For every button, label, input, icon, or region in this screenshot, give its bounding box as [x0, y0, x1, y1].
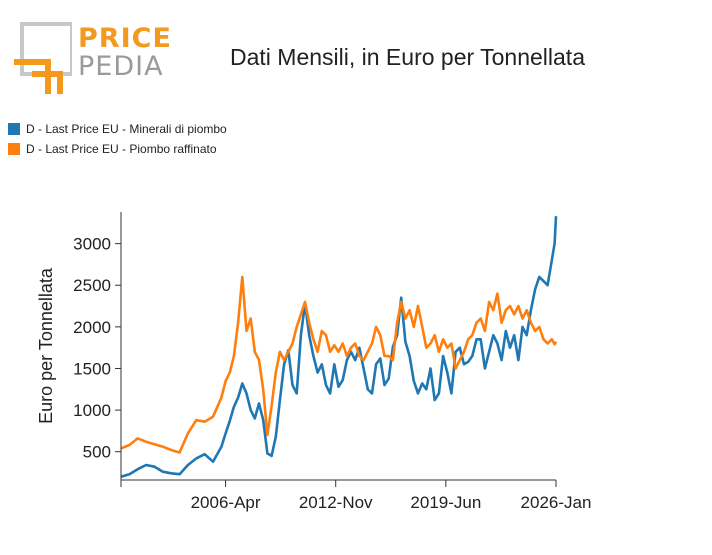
x-tick-label: 2012-Nov	[299, 493, 373, 512]
y-tick-label: 3000	[73, 235, 111, 254]
y-tick-label: 2000	[73, 318, 111, 337]
y-axis-title: Euro per Tonnellata	[36, 267, 56, 424]
legend-item-minerali[interactable]: D - Last Price EU - Minerali di piombo	[8, 120, 227, 138]
legend-swatch-raffinato	[8, 143, 20, 155]
series-line-1	[120, 275, 558, 454]
x-tick-label: 2026-Jan	[521, 493, 592, 512]
series-line-0	[120, 216, 558, 478]
x-tick-label: 2019-Jun	[410, 493, 481, 512]
y-tick-label: 1000	[73, 401, 111, 420]
x-tick-label: 2006-Apr	[191, 493, 261, 512]
chart-title: Dati Mensili, in Euro per Tonnellata	[230, 44, 585, 70]
legend-label-raffinato: D - Last Price EU - Piombo raffinato	[26, 142, 217, 156]
y-tick-label: 1500	[73, 359, 111, 378]
chart-legend: D - Last Price EU - Minerali di piombo D…	[8, 120, 227, 160]
y-tick-label: 2500	[73, 276, 111, 295]
y-tick-label: 500	[83, 443, 111, 462]
legend-item-raffinato[interactable]: D - Last Price EU - Piombo raffinato	[8, 140, 227, 158]
legend-swatch-minerali	[8, 123, 20, 135]
logo-word-pedia: PEDIA	[78, 51, 164, 82]
legend-label-minerali: D - Last Price EU - Minerali di piombo	[26, 122, 227, 136]
logo-word-price: PRICE	[78, 23, 172, 54]
logo-mark-icon	[14, 22, 72, 94]
pricepedia-logo: PRICE PEDIA	[8, 22, 171, 94]
